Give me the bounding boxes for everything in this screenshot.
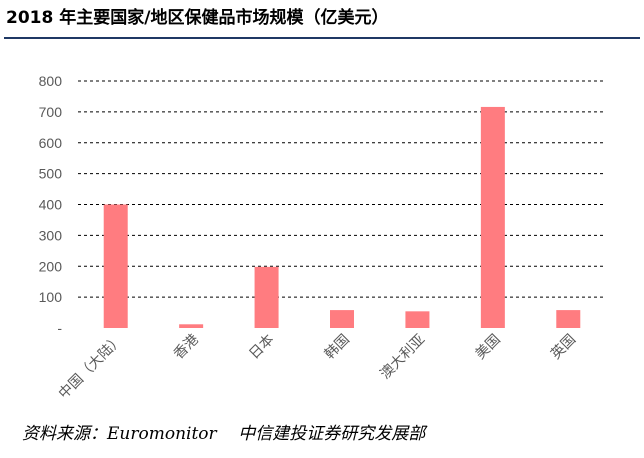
bar <box>405 311 430 328</box>
bar <box>103 204 128 328</box>
y-tick-label: 300 <box>39 227 63 243</box>
y-tick-label: 600 <box>39 135 63 151</box>
bar <box>254 266 279 328</box>
bar-chart: - 100 200 300 400 500 600 700 800 中国（大陆） 香港 日本 韩国 澳大… <box>39 73 606 402</box>
chart-title: 2018 年主要国家/地区保健品市场规模（亿美元） <box>6 8 389 28</box>
bars <box>103 106 581 328</box>
x-tick-label: 日本 <box>246 332 277 363</box>
x-tick-label: 美国 <box>473 332 504 363</box>
gridlines <box>78 80 606 298</box>
y-tick-label: 800 <box>39 73 63 89</box>
y-tick-label: - <box>57 320 62 336</box>
x-tick-label: 澳大利亚 <box>377 332 428 383</box>
bar <box>556 310 581 328</box>
x-tick-label: 韩国 <box>322 332 353 363</box>
y-tick-label: 700 <box>39 104 63 120</box>
y-axis-tick-labels: - 100 200 300 400 500 600 700 800 <box>39 73 63 336</box>
x-tick-label: 中国（大陆） <box>56 332 127 403</box>
y-tick-label: 100 <box>39 289 63 305</box>
bar <box>480 106 505 328</box>
x-tick-label: 香港 <box>171 332 202 363</box>
x-axis-tick-labels: 中国（大陆） 香港 日本 韩国 澳大利亚 美国 英国 <box>56 331 579 402</box>
source-note: 资料来源：Euromonitor 中信建投证券研究发展部 <box>22 424 426 444</box>
x-tick-label: 英国 <box>547 331 579 363</box>
title-divider <box>4 37 640 39</box>
y-tick-label: 500 <box>39 166 63 182</box>
bar <box>330 310 354 328</box>
y-tick-label: 400 <box>39 197 63 213</box>
bar <box>179 324 204 328</box>
y-tick-label: 200 <box>39 258 63 274</box>
